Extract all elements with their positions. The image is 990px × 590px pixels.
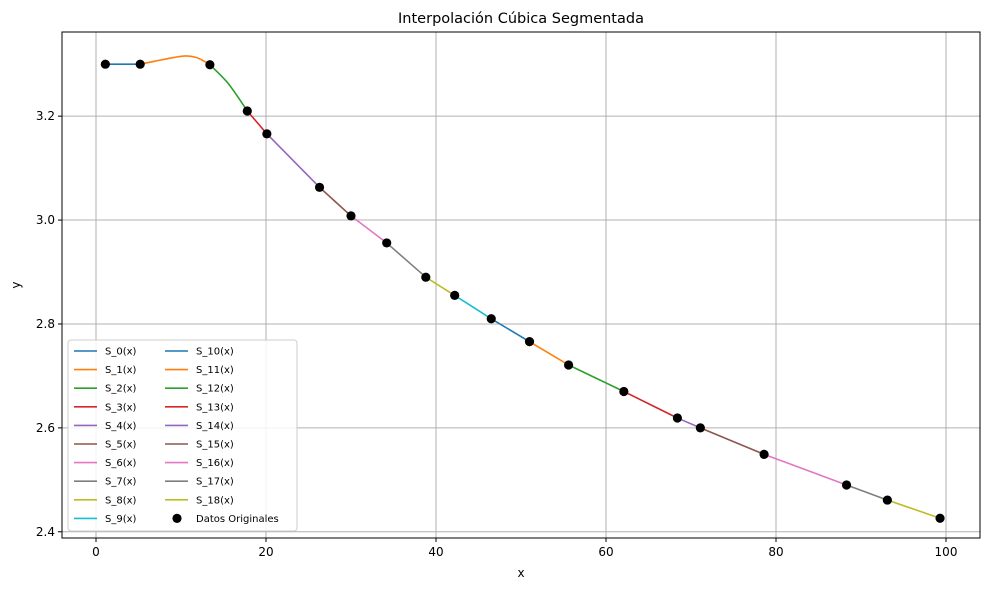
data-point: [135, 59, 145, 69]
series-line-s16: [763, 453, 847, 486]
data-point: [619, 386, 629, 397]
data-point: [672, 413, 683, 423]
legend-box: [67, 339, 298, 532]
data-point: [882, 495, 892, 505]
data-point: [935, 513, 945, 523]
y-tick-label: 3.2: [36, 109, 55, 123]
legend-label: S_15(x): [196, 440, 234, 451]
legend-label: S_12(x): [196, 384, 234, 395]
plot-frame: [61, 31, 981, 539]
x-axis-label: x: [517, 566, 524, 580]
axis-ticks: 0 20 40 60 80 100 2.4 2.6 2.8 3.0 3.2: [36, 109, 958, 559]
x-tick-label: 40: [428, 545, 443, 559]
legend-label: S_18(x): [196, 495, 234, 506]
legend-label: S_6(x): [105, 458, 137, 469]
legend-label: S_14(x): [196, 421, 234, 432]
x-tick-label: 20: [258, 545, 273, 559]
y-tick-label: 2.8: [36, 317, 55, 331]
legend-label: S_10(x): [196, 347, 234, 358]
legend-label: S_11(x): [196, 365, 234, 376]
legend-label: S_8(x): [105, 495, 137, 506]
data-point: [421, 272, 431, 282]
y-tick-label: 2.4: [36, 525, 55, 539]
data-point: [486, 314, 496, 324]
legend-label: S_16(x): [196, 458, 234, 469]
data-point: [382, 238, 392, 248]
data-point: [564, 360, 574, 370]
x-tick-label: 100: [935, 545, 958, 559]
legend-marker: [172, 513, 182, 524]
data-point: [695, 423, 705, 433]
data-point: [100, 59, 110, 69]
x-tick-label: 0: [92, 545, 100, 559]
x-tick-label: 80: [768, 545, 783, 559]
legend-label: S_5(x): [105, 440, 137, 451]
legend-label: S_4(x): [105, 421, 137, 432]
data-point: [524, 337, 535, 347]
chart-title: Interpolación Cúbica Segmentada: [398, 11, 644, 27]
series-line-s2: [209, 64, 248, 112]
legend-label: Datos Originales: [196, 514, 279, 525]
data-points: [100, 59, 945, 523]
legend-label: S_7(x): [105, 477, 137, 488]
x-tick-label: 60: [598, 545, 613, 559]
data-point: [314, 182, 325, 192]
legend-label: S_17(x): [196, 477, 234, 488]
legend-label: S_0(x): [105, 347, 137, 358]
legend: S_0(x) S_1(x) S_2(x) S_3(x) S_4(x) S_5(x) S_6(…: [67, 339, 298, 532]
legend-label: S_2(x): [105, 384, 137, 395]
y-tick-label: 3.0: [36, 213, 55, 227]
y-axis-label: y: [9, 281, 23, 288]
data-point: [205, 60, 215, 70]
legend-label: S_1(x): [105, 365, 137, 376]
y-tick-label: 2.6: [36, 421, 55, 435]
series-line-s1: [140, 55, 211, 66]
data-point: [759, 449, 769, 459]
data-point: [841, 480, 852, 490]
legend-label: S_9(x): [105, 514, 137, 525]
data-point: [346, 211, 356, 221]
data-point: [242, 106, 252, 116]
data-point: [262, 129, 272, 139]
data-point: [450, 290, 460, 300]
legend-label: S_3(x): [105, 402, 137, 413]
legend-label: S_13(x): [196, 402, 234, 413]
